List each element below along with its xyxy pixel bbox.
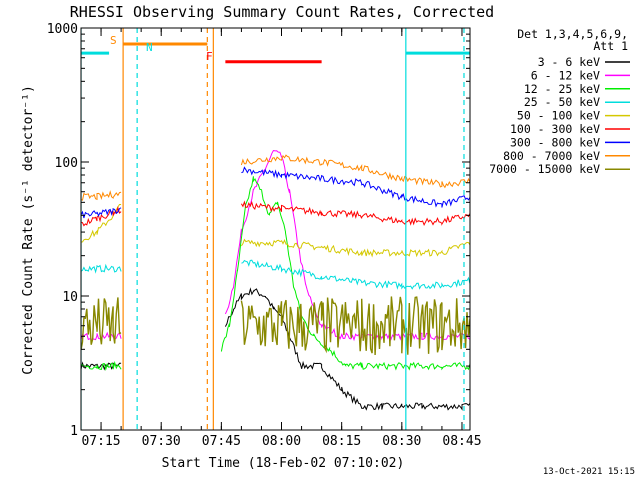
legend-entry: 25 - 50 keV bbox=[524, 95, 600, 109]
x-axis-label: Start Time (18-Feb-02 07:10:02) bbox=[162, 456, 405, 471]
legend-entry: 6 - 12 keV bbox=[531, 68, 600, 82]
chart-title: RHESSI Observing Summary Count Rates, Co… bbox=[70, 3, 494, 21]
x-tick-label: 07:30 bbox=[142, 434, 181, 449]
series-line-1 bbox=[81, 287, 470, 411]
legend-entry: 800 - 7000 keV bbox=[503, 149, 600, 163]
series-line-7 bbox=[81, 166, 470, 219]
legend-entry: 300 - 800 keV bbox=[510, 135, 600, 149]
y-tick-label: 100 bbox=[55, 156, 78, 171]
series-line-4 bbox=[81, 259, 470, 290]
legend-entry: 7000 - 15000 keV bbox=[489, 162, 600, 176]
legend-entry: 50 - 100 keV bbox=[517, 109, 600, 123]
legend-entry: 12 - 25 keV bbox=[524, 82, 600, 96]
legend-entry: 100 - 300 keV bbox=[510, 122, 600, 136]
series-line-8 bbox=[81, 154, 470, 201]
legend-header: Att 1 bbox=[593, 39, 628, 53]
x-tick-label: 08:00 bbox=[262, 434, 301, 449]
x-tick-label: 08:15 bbox=[322, 434, 361, 449]
legend-header: Det 1,3,4,5,6,9, bbox=[517, 27, 628, 41]
plot-frame bbox=[80, 27, 471, 431]
series-line-9 bbox=[81, 296, 470, 356]
y-axis-label: Corrected Count Rate (s⁻¹ detector⁻¹) bbox=[21, 85, 36, 375]
x-tick-label: 08:30 bbox=[382, 434, 421, 449]
marker-s: S bbox=[110, 34, 117, 47]
x-tick-label: 07:45 bbox=[202, 434, 241, 449]
y-tick-label: 1 bbox=[70, 424, 78, 439]
marker-n: N bbox=[146, 41, 153, 54]
y-tick-label: 1000 bbox=[47, 22, 78, 37]
footer-timestamp: 13-Oct-2021 15:15 bbox=[543, 467, 635, 477]
series-line-3 bbox=[81, 176, 470, 371]
y-tick-label: 10 bbox=[62, 290, 78, 305]
series-line-6 bbox=[81, 200, 470, 227]
x-tick-label: 07:15 bbox=[81, 434, 120, 449]
x-tick-label: 08:45 bbox=[442, 434, 481, 449]
marker-f: F bbox=[206, 50, 213, 63]
legend-entry: 3 - 6 keV bbox=[538, 55, 600, 69]
